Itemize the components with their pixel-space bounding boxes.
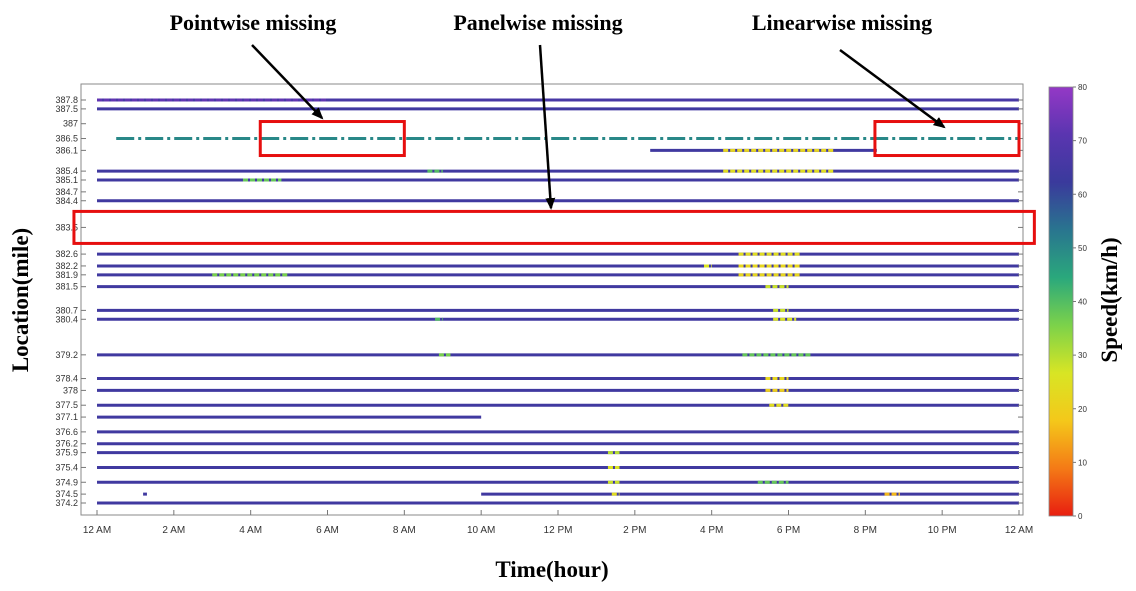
y-tick-label: 384.4 xyxy=(55,196,78,206)
colorbar-gradient xyxy=(1048,86,1074,517)
x-axis-label: Time(hour) xyxy=(495,557,608,582)
x-tick-label: 10 PM xyxy=(928,525,957,536)
y-tick-label: 375.4 xyxy=(55,462,78,472)
y-tick-label: 385.4 xyxy=(55,166,78,176)
colorbar-tick-label: 60 xyxy=(1078,190,1087,199)
x-tick-label: 2 AM xyxy=(162,525,185,536)
y-tick-label: 387.8 xyxy=(55,95,78,105)
y-tick-label: 380.7 xyxy=(55,305,78,315)
y-tick-label: 385.1 xyxy=(55,175,78,185)
colorbar-tick-label: 0 xyxy=(1078,512,1083,521)
annotations: Pointwise missing Panelwise missing Linear… xyxy=(72,10,1036,245)
annotation-label: Panelwise missing xyxy=(453,10,622,35)
x-tick-label: 4 PM xyxy=(700,525,723,536)
colorbar-tick-label: 20 xyxy=(1078,405,1087,414)
x-tick-label: 8 PM xyxy=(854,525,877,536)
x-tick-label: 6 PM xyxy=(777,525,800,536)
x-tick-label: 8 AM xyxy=(393,525,416,536)
y-tick-label: 386.5 xyxy=(55,134,78,144)
colorbar-tick-label: 80 xyxy=(1078,83,1087,92)
y-tick-label: 378 xyxy=(63,385,78,395)
x-tick-label: 12 AM xyxy=(1005,525,1033,536)
colorbar-tick-label: 70 xyxy=(1078,137,1087,146)
y-axis-label: Location(mile) xyxy=(8,228,33,372)
y-tick-label: 380.4 xyxy=(55,314,78,324)
y-tick-label: 382.6 xyxy=(55,249,78,259)
speed-rows xyxy=(97,98,1019,505)
annotation-arrow xyxy=(251,44,324,120)
colorbar-tick-label: 40 xyxy=(1078,298,1087,307)
missing-box xyxy=(72,209,1036,245)
x-tick-label: 2 PM xyxy=(623,525,646,536)
x-tick-label: 10 AM xyxy=(467,525,495,536)
missing-box xyxy=(873,120,1021,158)
y-tick-labels: 387.8387.5387386.5386.1385.4385.1384.738… xyxy=(55,95,1023,508)
y-tick-label: 374.2 xyxy=(55,498,78,508)
y-tick-label: 387.5 xyxy=(55,104,78,114)
y-tick-label: 379.2 xyxy=(55,350,78,360)
colorbar-label: Speed(km/h) xyxy=(1097,237,1122,362)
y-tick-label: 383.5 xyxy=(55,222,78,232)
x-tick-label: 12 AM xyxy=(83,525,111,536)
y-tick-label: 381.9 xyxy=(55,270,78,280)
colorbar-tick-label: 50 xyxy=(1078,244,1087,253)
x-tick-label: 4 AM xyxy=(239,525,262,536)
y-tick-label: 376.6 xyxy=(55,427,78,437)
colorbar: 0 10 20 30 40 50 60 70 80 xyxy=(1048,83,1087,521)
y-tick-label: 387 xyxy=(63,119,78,129)
y-tick-label: 382.2 xyxy=(55,261,78,271)
annotation-arrow xyxy=(538,44,556,210)
y-tick-label: 384.7 xyxy=(55,187,78,197)
y-tick-label: 375.9 xyxy=(55,448,78,458)
y-tick-label: 381.5 xyxy=(55,282,78,292)
annotation-label: Linearwise missing xyxy=(752,10,932,35)
colorbar-tick-label: 10 xyxy=(1078,458,1087,467)
y-tick-label: 386.1 xyxy=(55,145,78,155)
y-tick-label: 376.2 xyxy=(55,439,78,449)
y-tick-label: 378.4 xyxy=(55,374,78,384)
y-tick-label: 377.5 xyxy=(55,400,78,410)
y-tick-label: 374.9 xyxy=(55,477,78,487)
plot-area xyxy=(80,83,1024,516)
x-tick-labels: 12 AM 2 AM 4 AM 6 AM 8 AM 10 AM 12 PM 2 PM 4 PM 6… xyxy=(83,510,1033,536)
y-tick-label: 377.1 xyxy=(55,412,78,422)
x-tick-label: 12 PM xyxy=(544,525,573,536)
x-tick-label: 6 AM xyxy=(316,525,339,536)
colorbar-tick-label: 30 xyxy=(1078,351,1087,360)
missing-box xyxy=(258,120,406,158)
annotation-label: Pointwise missing xyxy=(170,10,337,35)
y-tick-label: 374.5 xyxy=(55,489,78,499)
annotation-arrow xyxy=(839,48,946,129)
